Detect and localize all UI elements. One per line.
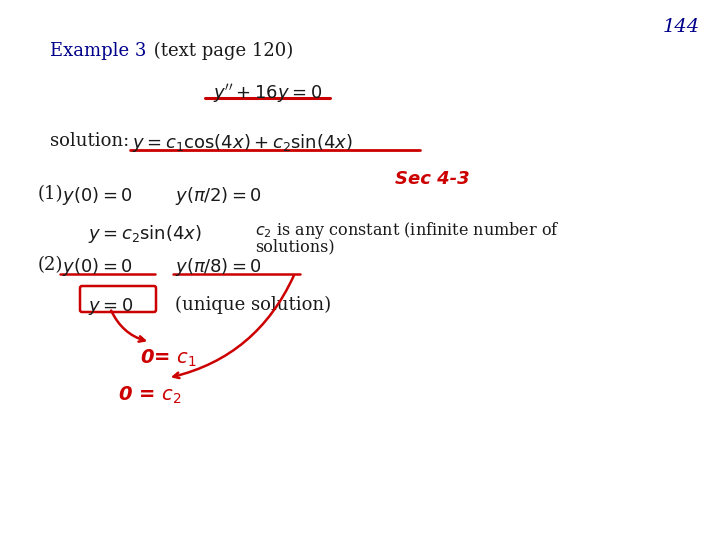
Text: $y^{\prime\prime}+16y=0$: $y^{\prime\prime}+16y=0$ [213,82,323,105]
Text: $y(\pi/8)=0$: $y(\pi/8)=0$ [175,256,262,278]
Text: 0= $c_1$: 0= $c_1$ [140,348,197,369]
Text: (unique solution): (unique solution) [175,296,331,314]
Text: $y(\pi/2)=0$: $y(\pi/2)=0$ [175,185,262,207]
Text: Sec 4-3: Sec 4-3 [395,170,469,188]
Text: solution:: solution: [50,132,130,150]
Text: Example 3: Example 3 [50,42,146,60]
Text: solutions): solutions) [255,238,335,255]
Text: $y(0)=0$: $y(0)=0$ [62,256,132,278]
Text: $y=0$: $y=0$ [88,296,133,317]
Text: $y(0)=0$: $y(0)=0$ [62,185,132,207]
Text: $y=c_2\sin(4x)$: $y=c_2\sin(4x)$ [88,223,202,245]
Text: (2): (2) [38,256,63,274]
Text: (text page 120): (text page 120) [148,42,293,60]
Text: $c_2$ is any constant (infinite number of: $c_2$ is any constant (infinite number o… [255,220,559,241]
Text: $y=c_1\cos(4x)+c_2\sin(4x)$: $y=c_1\cos(4x)+c_2\sin(4x)$ [132,132,353,154]
Text: 144: 144 [663,18,700,36]
Text: 0 = $c_2$: 0 = $c_2$ [118,385,181,406]
Text: (1): (1) [38,185,63,203]
